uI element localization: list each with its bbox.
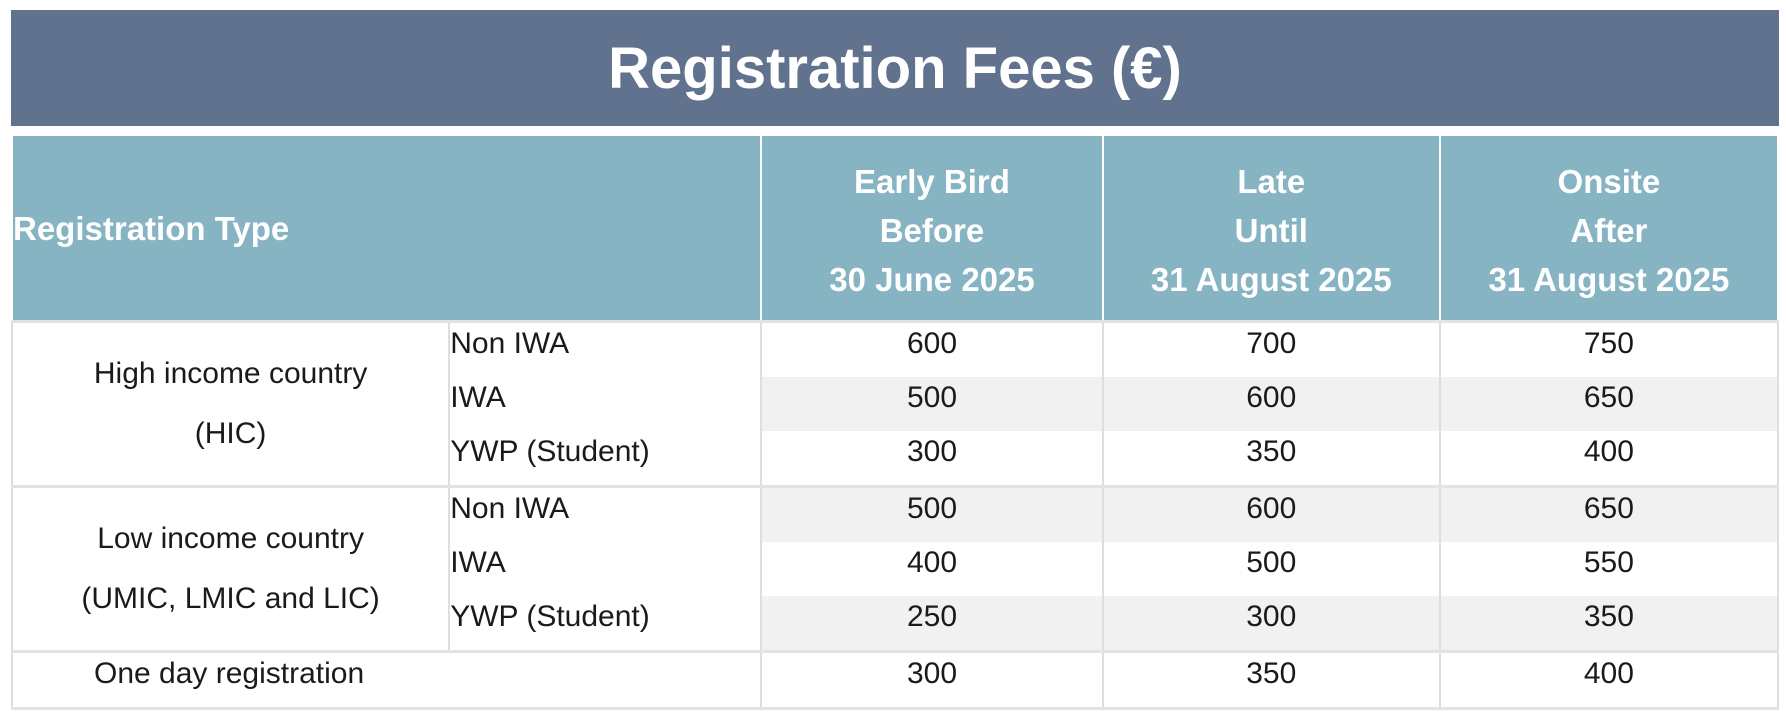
group-label-line: Low income country bbox=[97, 522, 364, 555]
fee-onsite: 650 bbox=[1438, 377, 1780, 431]
member-type-label: IWA bbox=[448, 377, 762, 431]
fee-onsite: 400 bbox=[1438, 650, 1780, 710]
fee-early: 300 bbox=[760, 650, 1103, 710]
early-bird-line1: Early Bird bbox=[854, 162, 1010, 200]
table-row: High income country (HIC) Non IWA 600 70… bbox=[10, 320, 1780, 487]
page-title: Registration Fees (€) bbox=[11, 10, 1779, 126]
fee-late: 500 bbox=[1101, 542, 1440, 596]
table-row: YWP (Student) 250 300 350 bbox=[12, 596, 1780, 652]
onsite-line3: 31 August 2025 bbox=[1488, 260, 1730, 298]
table-row: IWA 400 500 550 bbox=[12, 542, 1780, 596]
fees-table: Registration Type Early Bird Before 30 J… bbox=[10, 134, 1780, 710]
member-type-label: Non IWA bbox=[448, 485, 762, 542]
late-line1: Late bbox=[1237, 162, 1306, 200]
fee-late: 600 bbox=[1101, 485, 1440, 542]
fee-early: 400 bbox=[760, 542, 1103, 596]
table-row: Low income country (UMIC, LMIC and LIC) … bbox=[10, 485, 1780, 652]
fee-early: 500 bbox=[760, 377, 1103, 431]
table-row: YWP (Student) 300 350 400 bbox=[12, 431, 1780, 487]
fee-late: 350 bbox=[1101, 431, 1440, 487]
late-line3: 31 August 2025 bbox=[1150, 260, 1392, 298]
member-type-label: YWP (Student) bbox=[448, 431, 762, 487]
fee-onsite: 350 bbox=[1438, 596, 1780, 652]
member-type-label: Non IWA bbox=[448, 320, 762, 377]
fee-late: 300 bbox=[1101, 596, 1440, 652]
group-label-line: (HIC) bbox=[194, 417, 267, 450]
fee-onsite: 650 bbox=[1438, 485, 1780, 542]
fee-late: 600 bbox=[1101, 377, 1440, 431]
onsite-line2: After bbox=[1570, 211, 1648, 249]
onsite-line1: Onsite bbox=[1557, 162, 1661, 200]
table-row: IWA 500 600 650 bbox=[12, 377, 1780, 431]
fee-onsite: 750 bbox=[1438, 320, 1780, 377]
fee-early: 250 bbox=[760, 596, 1103, 652]
early-bird-line2: Before bbox=[879, 211, 985, 249]
group-label-line: (UMIC, LMIC and LIC) bbox=[81, 582, 380, 615]
member-type-label: YWP (Student) bbox=[448, 596, 762, 652]
group-label-hic: High income country (HIC) bbox=[10, 320, 450, 487]
fee-late: 350 bbox=[1101, 650, 1440, 710]
group-label-lic: Low income country (UMIC, LMIC and LIC) bbox=[10, 485, 450, 652]
fee-early: 600 bbox=[760, 320, 1103, 377]
member-type-label: IWA bbox=[448, 542, 762, 596]
fee-late: 700 bbox=[1101, 320, 1440, 377]
header-row: Registration Type Early Bird Before 30 J… bbox=[10, 134, 1780, 323]
fee-early: 500 bbox=[760, 485, 1103, 542]
early-bird-header: Early Bird Before 30 June 2025 bbox=[760, 134, 1104, 323]
table-row: One day registration 300 350 400 bbox=[10, 650, 1780, 710]
one-day-label: One day registration bbox=[10, 650, 762, 710]
late-line2: Until bbox=[1234, 211, 1308, 249]
fee-early: 300 bbox=[760, 431, 1103, 487]
fee-onsite: 400 bbox=[1438, 431, 1780, 487]
group-label-line: High income country bbox=[93, 357, 368, 390]
onsite-header: Onsite After 31 August 2025 bbox=[1438, 134, 1780, 323]
registration-type-header: Registration Type bbox=[10, 134, 763, 323]
early-bird-line3: 30 June 2025 bbox=[829, 260, 1035, 298]
fee-onsite: 550 bbox=[1438, 542, 1780, 596]
late-header: Late Until 31 August 2025 bbox=[1101, 134, 1441, 323]
